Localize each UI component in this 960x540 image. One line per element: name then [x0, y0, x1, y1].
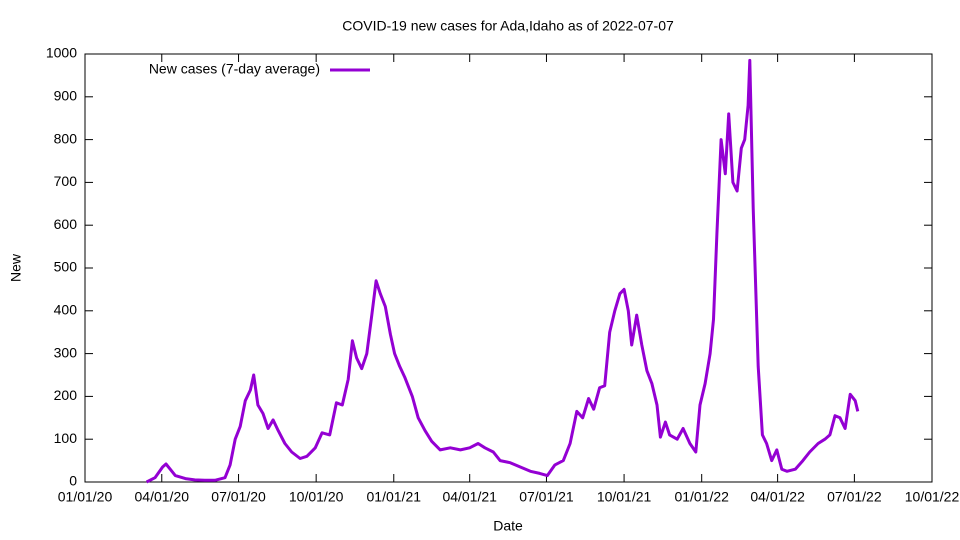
x-tick-label: 01/01/21	[367, 489, 422, 505]
y-tick-label: 700	[54, 173, 78, 189]
x-tick-label: 07/01/21	[519, 489, 574, 505]
x-axis-label: Date	[493, 518, 523, 534]
x-tick-label: 10/01/20	[289, 489, 344, 505]
x-tick-label: 10/01/22	[905, 489, 960, 505]
y-tick-label: 0	[69, 473, 77, 489]
y-tick-label: 900	[54, 88, 78, 104]
y-tick-label: 400	[54, 302, 78, 318]
y-tick-label: 800	[54, 130, 78, 146]
legend-label: New cases (7-day average)	[149, 61, 320, 77]
y-tick-label: 100	[54, 430, 78, 446]
chart-title: COVID-19 new cases for Ada,Idaho as of 2…	[342, 18, 674, 34]
x-tick-label: 07/01/20	[211, 489, 266, 505]
line-series	[145, 58, 860, 484]
y-tick-label: 1000	[46, 45, 77, 61]
x-tick-label: 10/01/21	[597, 489, 652, 505]
x-tick-label: 04/01/21	[442, 489, 497, 505]
y-tick-label: 200	[54, 387, 78, 403]
x-tick-label: 07/01/22	[827, 489, 882, 505]
plot-frame	[84, 53, 933, 483]
x-tick-label: 04/01/20	[135, 489, 190, 505]
x-tick-label: 01/01/22	[674, 489, 729, 505]
x-tick-label: 01/01/20	[58, 489, 113, 505]
y-axis-label: New	[8, 253, 24, 282]
y-tick-label: 500	[54, 259, 78, 275]
y-tick-label: 300	[54, 344, 78, 360]
y-tick-label: 600	[54, 216, 78, 232]
x-tick-label: 04/01/22	[750, 489, 805, 505]
